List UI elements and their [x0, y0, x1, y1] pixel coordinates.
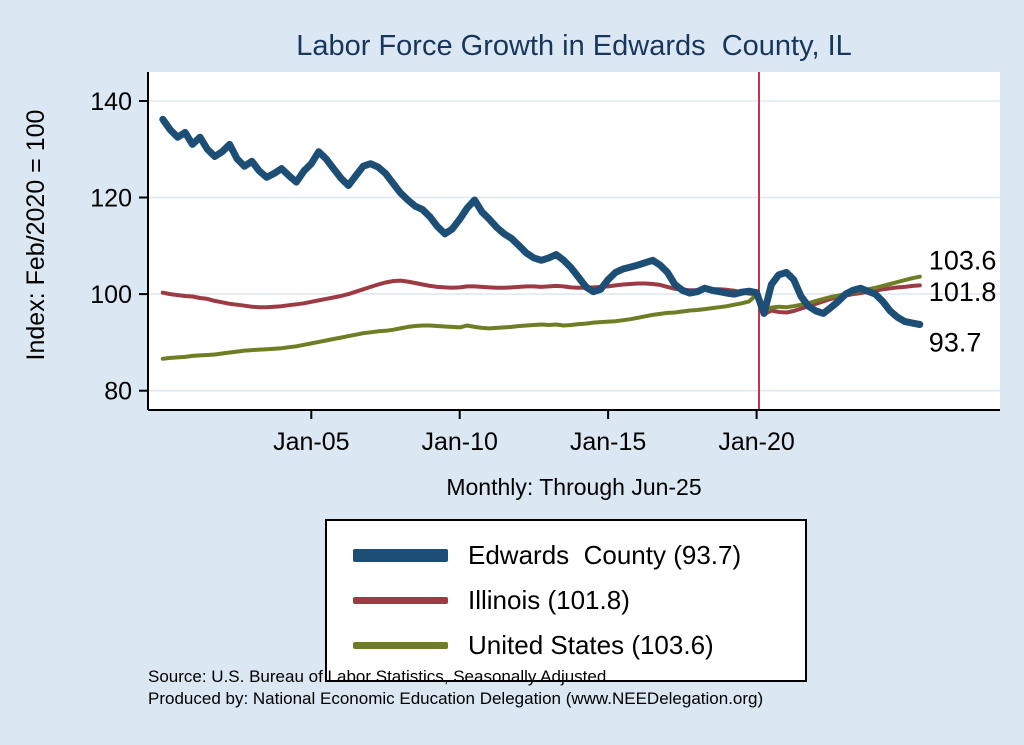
edwards-county-line-swatch	[353, 549, 448, 562]
series-line-illinois	[160, 278, 922, 317]
illinois-line-swatch	[353, 597, 448, 604]
united-states-line-swatch	[353, 642, 448, 649]
legend-label-edwards-county: Edwards County (93.7)	[468, 540, 742, 570]
legend-label-united-states: United States (103.6)	[468, 630, 714, 660]
legend-item-edwards-county: Edwards County (93.7)	[327, 533, 805, 578]
y-tick-label: 100	[90, 281, 132, 309]
legend-item-united-states: United States (103.6)	[327, 623, 805, 668]
y-tick-label: 120	[90, 185, 132, 213]
chart-title: Labor Force Growth in Edwards County, IL	[296, 30, 852, 62]
legend: Edwards County (93.7) Illinois (101.8) U…	[325, 519, 807, 682]
y-tick-label: 140	[90, 88, 132, 116]
legend-label-illinois: Illinois (101.8)	[468, 585, 630, 615]
x-tick-label: Jan-05	[273, 428, 349, 456]
end-value-label: 103.6	[929, 245, 997, 275]
series-line-edwards-county	[159, 115, 924, 328]
x-tick-label: Jan-15	[570, 428, 646, 456]
end-value-label: 93.7	[929, 327, 982, 357]
source-note: Source: U.S. Bureau of Labor Statistics,…	[148, 666, 1008, 710]
legend-item-illinois: Illinois (101.8)	[327, 578, 805, 623]
source-line-1: Source: U.S. Bureau of Labor Statistics,…	[148, 667, 607, 686]
source-line-2: Produced by: National Economic Education…	[148, 689, 764, 708]
chart-subtitle: Monthly: Through Jun-25	[446, 474, 702, 500]
x-tick-label: Jan-20	[718, 428, 794, 456]
series-line-united-states	[160, 274, 922, 361]
plot-area	[148, 72, 1000, 410]
end-value-label: 101.8	[929, 277, 997, 307]
y-tick-label: 80	[104, 378, 132, 406]
x-tick-label: Jan-10	[421, 428, 497, 456]
